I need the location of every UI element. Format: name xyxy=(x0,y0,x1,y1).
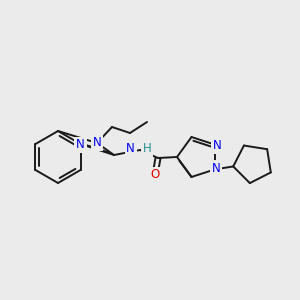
Text: N: N xyxy=(126,142,135,155)
Text: N: N xyxy=(93,136,101,149)
Text: H: H xyxy=(143,142,152,155)
Text: N: N xyxy=(76,139,85,152)
Text: N: N xyxy=(212,162,220,175)
Text: O: O xyxy=(150,169,160,182)
Text: N: N xyxy=(213,139,221,152)
